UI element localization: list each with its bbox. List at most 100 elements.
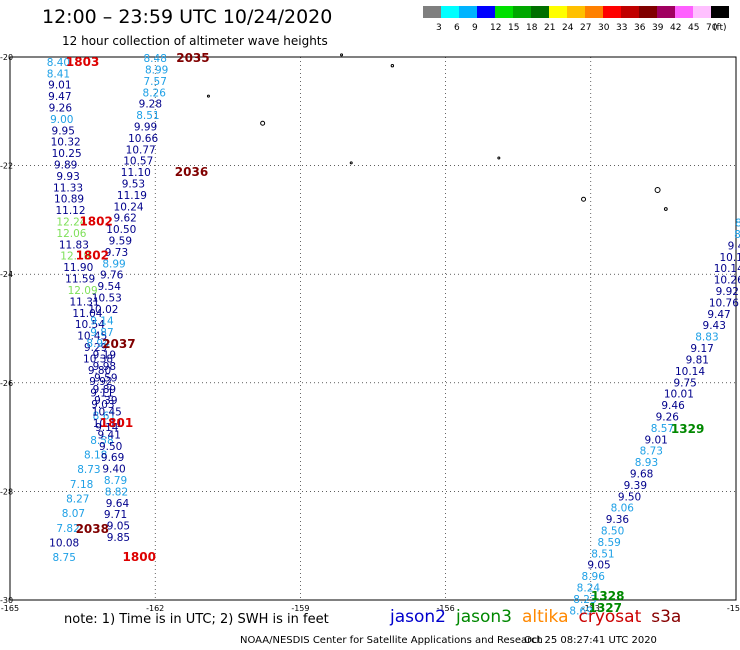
wave-height-value: 9.47 xyxy=(707,309,730,321)
colorbar-swatch xyxy=(495,6,513,18)
wave-height-value: 8.94 xyxy=(86,338,110,350)
wave-height-value: 8.48 xyxy=(144,53,167,65)
pass-time-label: 1327 xyxy=(589,601,622,615)
colorbar-swatch xyxy=(603,6,621,18)
colorbar-label: 30 xyxy=(598,23,610,33)
colorbar-swatch xyxy=(477,6,495,18)
wave-height-value: 8.51 xyxy=(136,110,159,122)
lon-tick-label: -150 xyxy=(727,604,740,613)
pass-time-label: 1803 xyxy=(66,55,99,69)
wave-height-value: 8.40 xyxy=(47,57,70,69)
wave-height-value: 11.83 xyxy=(59,239,89,251)
wave-height-value: 8.93 xyxy=(635,457,658,469)
wave-height-value: 9.71 xyxy=(104,509,127,521)
wave-height-value: 7.18 xyxy=(70,479,93,491)
units-note: note: 1) Time is in UTC; 2) SWH is in fe… xyxy=(64,612,329,627)
colorbar-label: 3 xyxy=(436,23,442,33)
wave-height-value: 8.75 xyxy=(53,552,76,564)
wave-height-value: 11.31 xyxy=(70,296,100,308)
wave-height-value: 9.73 xyxy=(105,247,128,259)
wave-height-value: 9.14 xyxy=(95,422,119,434)
pass-time-label: 1802 xyxy=(79,215,112,229)
wave-height-value: 9.62 xyxy=(113,213,136,225)
wave-height-value: 9.43 xyxy=(703,320,726,332)
wave-height-value: 10.25 xyxy=(52,148,82,160)
wave-height-value: 8.61 xyxy=(93,410,116,422)
wave-height-value: 10.76 xyxy=(709,297,739,309)
wave-height-value: 10.53 xyxy=(92,293,122,305)
wave-height-value: 8.24 xyxy=(577,583,601,595)
pass-time-labels: 1803 2035 2036 1802 1802 2037 1801 2038 1800 1329… xyxy=(66,51,704,615)
wave-height-value: 8 xyxy=(734,229,740,241)
wave-height-value: 7.82 xyxy=(56,523,79,535)
colorbar-swatch xyxy=(693,6,711,18)
observations-layer: 8.408.419.019.479.269.009.9510.3210.259.… xyxy=(47,53,740,617)
map-title: 12:00 – 23:59 UTC 10/24/2020 xyxy=(42,6,333,28)
generation-timestamp: Oct 25 08:27:41 UTC 2020 xyxy=(524,635,657,646)
wave-height-value: 12.24 xyxy=(56,217,86,229)
colorbar-label: 12 xyxy=(490,23,502,33)
colorbar-label: 6 xyxy=(454,23,460,33)
colorbar-unit: (ft) xyxy=(713,23,727,33)
wave-height-value: 8.82 xyxy=(105,486,128,498)
wave-height-value: 9.01 xyxy=(48,80,71,92)
colorbar-swatch xyxy=(585,6,603,18)
wave-height-value: 10.45 xyxy=(77,331,107,343)
wave-height-value: 9.69 xyxy=(101,452,124,464)
wave-height-value: 8.99 xyxy=(102,258,125,270)
wave-height-value: 9.36 xyxy=(606,514,630,526)
colorbar-swatch xyxy=(639,6,657,18)
wave-height-value: 10.50 xyxy=(106,224,136,236)
wave-height-value: 10.54 xyxy=(75,319,105,331)
wave-height-value: 10.66 xyxy=(128,133,158,145)
wave-height-value: 9.64 xyxy=(106,498,130,510)
colorbar-swatch xyxy=(441,6,459,18)
wave-height-value: 7.57 xyxy=(144,76,167,88)
wave-height-value: 10.38 xyxy=(83,353,113,365)
wave-height-value: 11.19 xyxy=(117,190,147,202)
pass-time-label: 2036 xyxy=(175,165,208,179)
wave-height-value: 9.4 xyxy=(728,240,740,252)
wave-height-value: 8 xyxy=(735,218,740,230)
satellite-legend-s3a: s3a xyxy=(651,607,682,627)
wave-height-value: 11.90 xyxy=(63,262,93,274)
wave-height-value: 9.11 xyxy=(90,388,113,400)
wave-height-value: 12.06 xyxy=(56,228,86,240)
wave-height-value: 10.89 xyxy=(54,194,84,206)
pass-time-label: 2037 xyxy=(102,337,135,351)
pass-time-label: 1801 xyxy=(100,416,133,430)
satellite-legend-altika: altika xyxy=(522,607,569,627)
wave-height-value: 10.11 xyxy=(93,418,123,430)
wave-height-value: 9.19 xyxy=(93,350,116,362)
wave-height-value: 9.17 xyxy=(690,343,713,355)
wave-height-value: 9.26 xyxy=(656,411,680,423)
satellite-legend-cryosat: cryosat xyxy=(578,607,642,627)
wave-height-value: 8.73 xyxy=(640,446,663,458)
wave-height-value: 9.39 xyxy=(624,480,647,492)
colorbar-swatch xyxy=(675,6,693,18)
map-subtitle: 12 hour collection of altimeter wave hei… xyxy=(62,34,328,48)
wave-height-value: 9.29 xyxy=(84,342,107,354)
wave-height-value: 9.28 xyxy=(139,99,162,111)
colorbar-label: 15 xyxy=(508,23,520,33)
satellite-legend-jason3: jason3 xyxy=(456,607,512,627)
credit-text: NOAA/NESDIS Center for Satellite Applica… xyxy=(240,635,543,646)
colorbar-swatch xyxy=(423,6,441,18)
wave-height-value: 10.32 xyxy=(51,137,81,149)
wave-height-value: 8.18 xyxy=(84,449,107,461)
colorbar-label: 39 xyxy=(652,23,664,33)
satellite-legend: jason2 jason3 altika cryosat s3a xyxy=(390,607,691,627)
wave-height-value: 9.76 xyxy=(100,270,124,282)
wave-height-value: 9.01 xyxy=(644,434,667,446)
wave-height-value: 8.57 xyxy=(651,423,674,435)
wave-height-value: 12.09 xyxy=(68,285,98,297)
wave-height-value: 8.69 xyxy=(569,605,592,617)
colorbar-swatch xyxy=(459,6,477,18)
colorbar-label: 70 xyxy=(706,23,718,33)
wave-height-value: 9.41 xyxy=(98,429,121,441)
wave-height-value: 9.87 xyxy=(90,327,113,339)
wave-height-value: 10.26 xyxy=(714,275,740,287)
colorbar-swatch xyxy=(657,6,675,18)
wave-height-value: 9.92 xyxy=(716,286,739,298)
wave-height-value: 8.26 xyxy=(143,87,167,99)
